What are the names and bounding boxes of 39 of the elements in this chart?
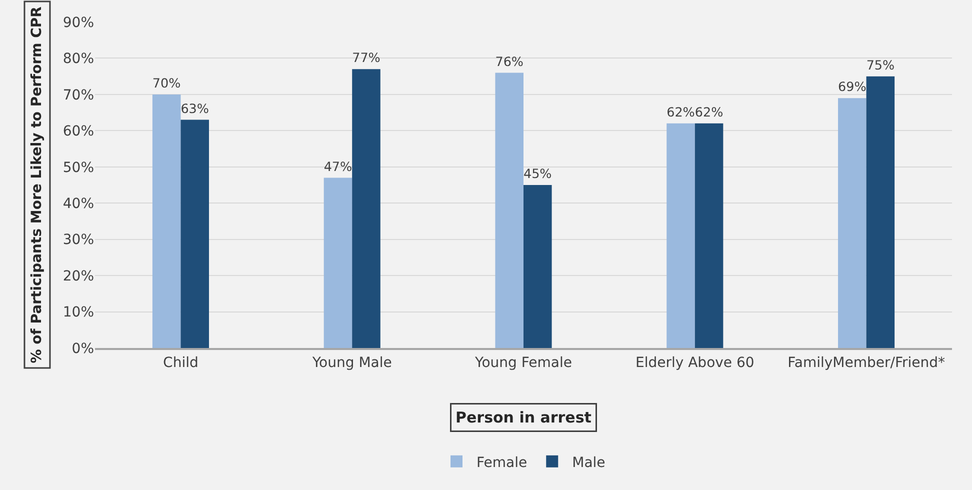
bar — [180, 120, 209, 348]
bar — [495, 72, 524, 348]
y-tick-label: 30% — [62, 232, 94, 248]
y-tick-label: 20% — [62, 268, 94, 284]
y-axis-title: % of Participants More Likely to Perform CPR — [29, 6, 46, 364]
x-tick-label: Elderly Above 60 — [635, 354, 754, 371]
y-tick-label: 50% — [62, 160, 94, 176]
x-tick-label: Young Male — [311, 354, 392, 371]
bar — [524, 185, 552, 348]
y-tick-label: 80% — [62, 51, 94, 68]
y-tick-label: 90% — [62, 14, 94, 31]
bar — [324, 178, 352, 348]
data-label: 69% — [838, 79, 866, 94]
y-tick-label: 0% — [72, 340, 94, 357]
data-label: 77% — [352, 50, 380, 66]
bar — [352, 69, 380, 348]
data-label: 76% — [495, 54, 524, 69]
data-label: 45% — [524, 166, 552, 182]
bar — [152, 94, 181, 348]
legend-label: Female — [476, 454, 528, 471]
x-tick-label: Young Female — [474, 354, 572, 371]
x-tick-label: FamilyMember/Friend* — [788, 354, 946, 371]
data-label: 47% — [324, 158, 352, 174]
bar — [666, 123, 695, 348]
y-tick-label: 60% — [62, 124, 94, 140]
data-label: 63% — [180, 100, 209, 116]
legend-label: Male — [572, 454, 606, 471]
x-tick-label: Child — [163, 354, 198, 371]
y-tick-label: 70% — [62, 87, 94, 104]
bar — [838, 98, 866, 348]
data-label: 62% — [694, 104, 724, 120]
y-tick-label: 40% — [62, 196, 94, 212]
bar — [866, 76, 895, 348]
data-label: 75% — [866, 57, 895, 72]
data-label: 70% — [152, 76, 181, 91]
x-axis-title: Person in arrest — [456, 408, 592, 426]
bar — [694, 123, 724, 348]
data-label: 62% — [666, 104, 695, 120]
y-tick-label: 10% — [62, 304, 94, 321]
